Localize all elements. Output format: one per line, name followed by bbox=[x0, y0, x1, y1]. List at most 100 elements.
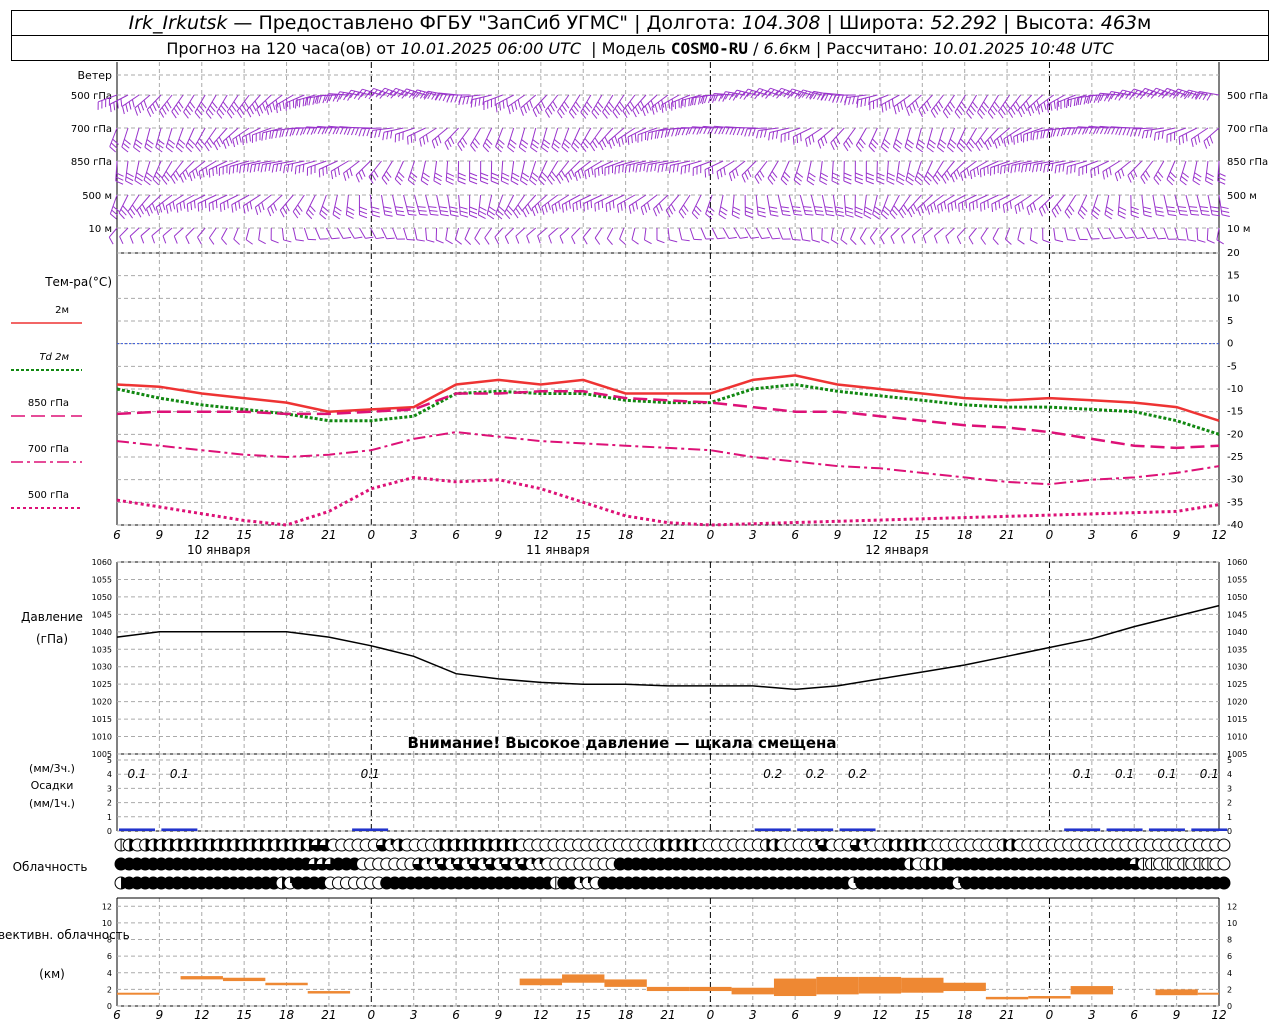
wind-barb-shaft bbox=[129, 227, 140, 237]
wind-barb-feather bbox=[820, 138, 825, 147]
wind-barb-feather bbox=[601, 166, 604, 175]
wind-barb-feather bbox=[360, 90, 367, 97]
wind-barb-feather bbox=[1105, 169, 1109, 178]
wind-barb-feather bbox=[933, 235, 938, 244]
wind-barb-feather bbox=[401, 91, 408, 99]
wind-barb-feather bbox=[732, 93, 738, 101]
wind-barb-icon bbox=[810, 227, 820, 243]
wind-barb-feather bbox=[313, 126, 318, 134]
wind-barb-shaft bbox=[1108, 227, 1116, 239]
wind-barb-feather bbox=[910, 206, 915, 215]
wind-barb-icon bbox=[236, 94, 250, 119]
wind-barb-icon bbox=[744, 194, 754, 219]
conv-ytick-left: 8 bbox=[107, 936, 112, 945]
wind-barb-feather bbox=[1017, 239, 1025, 245]
wind-barb-shaft bbox=[1027, 94, 1044, 109]
wind-barb-feather bbox=[169, 203, 172, 212]
precip-bar bbox=[839, 828, 876, 831]
wind-barb-feather bbox=[225, 138, 230, 147]
wind-barb-icon bbox=[1027, 94, 1044, 117]
wind-barb-icon bbox=[161, 160, 173, 185]
wind-barb-icon bbox=[728, 160, 746, 182]
wind-barb-feather bbox=[614, 166, 617, 175]
wind-barb-feather bbox=[934, 174, 941, 182]
wind-barb-icon bbox=[435, 227, 444, 244]
wind-barb-shaft bbox=[930, 94, 944, 112]
wind-barb-feather bbox=[918, 109, 923, 118]
wind-barb-feather bbox=[212, 167, 214, 176]
precip-y-ticks: 5 54 43 32 21 10 0 bbox=[107, 756, 1232, 836]
wind-barb-feather bbox=[884, 102, 887, 111]
wind-barb-feather bbox=[177, 142, 185, 149]
wind-barb-icon bbox=[594, 160, 614, 178]
wind-barb-feather bbox=[747, 169, 752, 177]
wind-barb-feather bbox=[112, 205, 120, 212]
wind-barb-icon bbox=[893, 94, 911, 115]
wind-barb-icon bbox=[755, 227, 770, 240]
x-tick-label: 12 bbox=[872, 528, 887, 542]
pressure-ytick-left: 1060 bbox=[92, 558, 112, 567]
wind-barb-feather bbox=[656, 130, 660, 139]
wind-barb-feather bbox=[343, 127, 348, 135]
wind-barb-shaft bbox=[722, 227, 730, 239]
wind-barb-feather bbox=[973, 169, 976, 178]
wind-barb-feather bbox=[416, 90, 422, 98]
wind-barb-shaft bbox=[754, 160, 768, 178]
wind-barb-feather bbox=[855, 144, 862, 152]
wind-barb-shaft bbox=[369, 194, 373, 215]
wind-barb-feather bbox=[880, 236, 885, 245]
wind-barb-icon bbox=[474, 227, 482, 245]
wind-barb-feather bbox=[824, 206, 833, 209]
wind-barb-feather bbox=[317, 126, 322, 135]
wind-barb-feather bbox=[484, 237, 490, 245]
wind-barb-icon bbox=[904, 127, 914, 153]
wind-barb-icon bbox=[197, 227, 206, 245]
conv-bar bbox=[1155, 989, 1198, 996]
wind-barb-feather bbox=[361, 169, 366, 177]
wind-barb-feather bbox=[769, 206, 778, 209]
wind-barb-feather bbox=[724, 92, 730, 100]
wind-barb-shaft bbox=[714, 125, 735, 129]
wind-barb-feather bbox=[1046, 104, 1049, 113]
wind-barb-feather bbox=[1114, 92, 1120, 101]
wind-barb-feather bbox=[1147, 90, 1153, 98]
wind-barb-icon bbox=[494, 227, 504, 245]
wind-barb-feather bbox=[134, 142, 142, 149]
wind-barb-icon bbox=[936, 127, 947, 153]
wind-barb-feather bbox=[1207, 239, 1215, 244]
conv-ytick-left: 12 bbox=[102, 902, 112, 911]
wind-barb-icon bbox=[918, 94, 933, 118]
wind-barb-feather bbox=[239, 165, 242, 174]
wind-barb-shaft bbox=[108, 227, 118, 238]
wind-barb-icon bbox=[720, 91, 746, 101]
wind-barb-shaft bbox=[890, 227, 900, 237]
wind-barb-feather bbox=[965, 200, 968, 209]
wind-barb-shaft bbox=[793, 160, 801, 181]
wind-barb-feather bbox=[359, 206, 368, 211]
wind-barb-shaft bbox=[173, 227, 184, 237]
wind-barb-feather bbox=[821, 239, 830, 244]
wind-barb-feather bbox=[803, 206, 812, 208]
wind-barb-feather bbox=[654, 104, 658, 113]
wind-barb-feather bbox=[621, 136, 624, 145]
wind-barb-shaft bbox=[562, 194, 581, 206]
conv-bar bbox=[901, 977, 944, 993]
wind-barb-feather bbox=[480, 172, 489, 177]
wind-barb-shaft bbox=[232, 127, 250, 140]
wind-barb-feather bbox=[1093, 206, 1101, 212]
temp-series bbox=[116, 374, 1220, 527]
wind-barb-feather bbox=[903, 204, 909, 212]
wind-barb-feather bbox=[860, 98, 863, 107]
wind-barb-shaft bbox=[781, 127, 801, 136]
wind-barb-feather bbox=[193, 200, 196, 209]
wind-barb-feather bbox=[903, 99, 907, 108]
wind-barb-feather bbox=[723, 167, 726, 176]
wind-barb-icon bbox=[495, 194, 505, 220]
wind-barb-feather bbox=[379, 87, 386, 95]
wind-barb-feather bbox=[306, 126, 311, 135]
wind-barb-icon bbox=[968, 227, 977, 245]
wind-barb-feather bbox=[718, 126, 723, 135]
wind-barb-feather bbox=[294, 100, 297, 109]
wind-barb-feather bbox=[797, 89, 804, 97]
wind-barb-feather bbox=[357, 92, 364, 100]
